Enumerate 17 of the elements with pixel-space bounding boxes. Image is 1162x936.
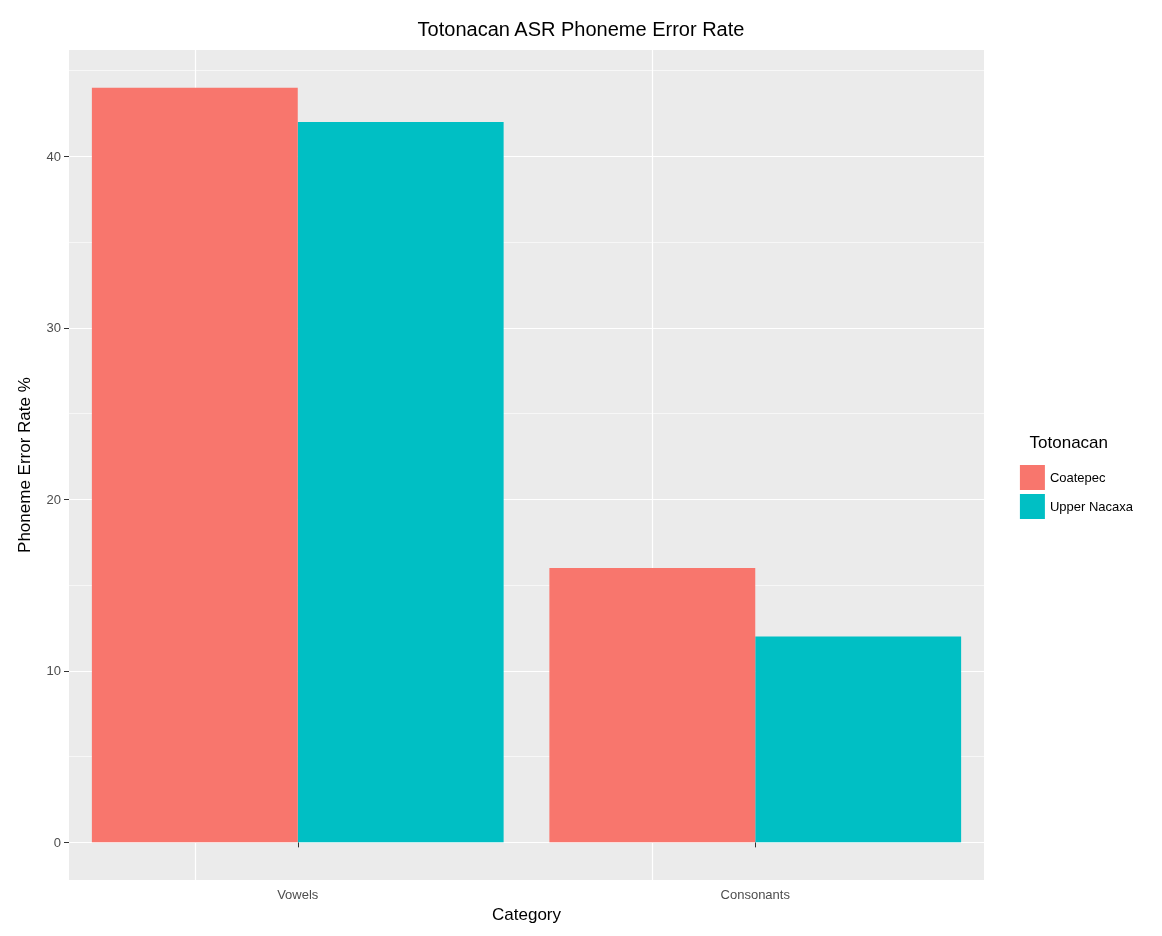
x-tick-label: Vowels [277,887,319,903]
chart-title: Totonacan ASR Phoneme Error Rate [417,18,745,40]
bar [91,87,298,843]
x-axis-title: Category [492,905,562,924]
y-tick-label: 20 [46,491,61,507]
y-tick-label: 30 [46,320,61,336]
legend-label: Coatepec [1049,470,1107,485]
y-axis-title: Phoneme Error Rate % [15,377,34,553]
bar [297,122,504,843]
legend-label: Upper Nacaxa [1049,499,1134,514]
y-tick-label: 40 [46,148,61,164]
x-tick-label: Consonants [720,887,791,903]
y-tick-label: 0 [53,834,61,850]
bar [755,636,962,843]
legend-title: Totonacan [1029,433,1108,452]
bar [549,567,756,843]
y-tick-label: 10 [46,663,61,679]
